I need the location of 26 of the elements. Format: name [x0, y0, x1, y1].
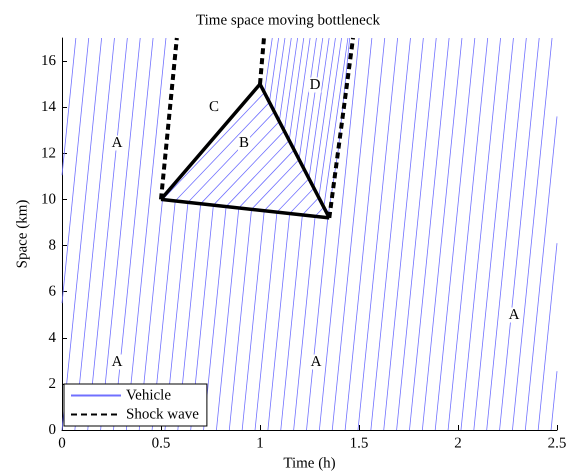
chart-title: Time space moving bottleneck [196, 12, 380, 28]
y-tick-label: 8 [48, 238, 56, 254]
annotation: A [310, 354, 322, 370]
annotation: A [508, 307, 520, 323]
y-tick-label: 12 [41, 145, 56, 162]
legend-label: Vehicle [126, 388, 172, 404]
x-tick-label: 2.5 [548, 436, 566, 452]
annotation: C [208, 99, 220, 115]
y-tick-label: 10 [41, 191, 56, 208]
y-tick-label: 4 [48, 330, 56, 346]
x-tick-label: 1.5 [350, 436, 368, 452]
legend-label: Shock wave [126, 406, 200, 422]
annotation: A [112, 354, 123, 370]
x-tick-label: 1 [256, 436, 264, 452]
y-tick-label: 16 [41, 53, 56, 70]
y-tick-label: 0 [48, 422, 56, 438]
x-axis-title: Time (h) [283, 455, 336, 472]
annotation: A [112, 135, 123, 151]
y-axis-title: Space (km) [14, 200, 31, 268]
annotation: D [310, 77, 321, 93]
y-tick-label: 14 [41, 99, 56, 116]
x-tick-label: 2 [454, 436, 462, 452]
y-tick-label: 2 [48, 376, 56, 392]
x-tick-label: 0.5 [152, 436, 170, 452]
annotation: B [238, 135, 250, 151]
y-tick-label: 6 [48, 284, 56, 300]
